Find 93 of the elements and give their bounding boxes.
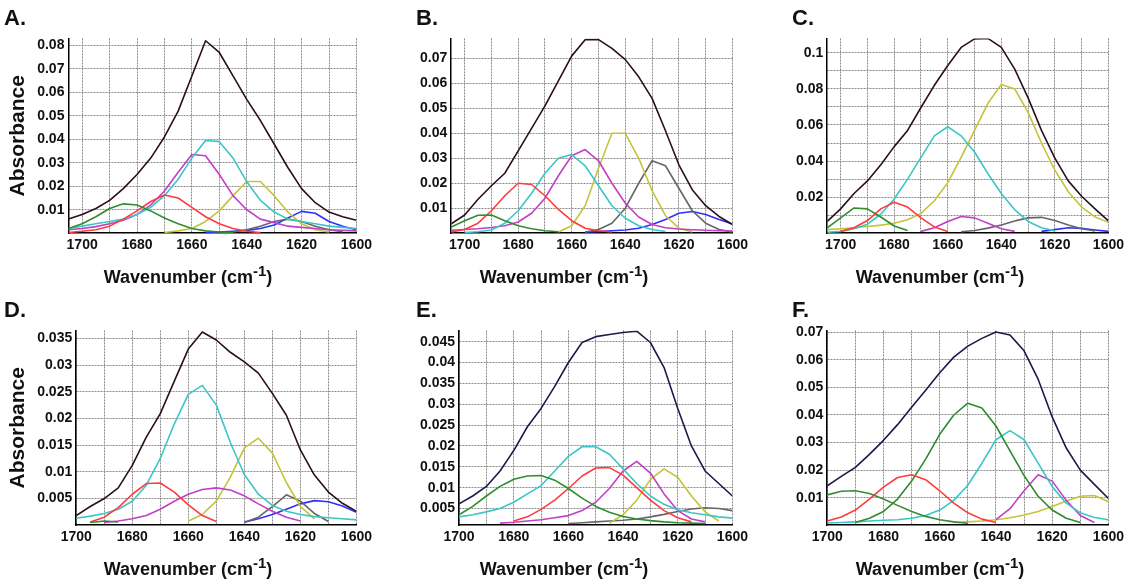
- y-tick-label: 0.08: [37, 36, 65, 53]
- chart-title: F.: [792, 297, 810, 323]
- y-tick-label: 0.05: [37, 106, 65, 123]
- y-tick-label: 0.07: [796, 323, 824, 340]
- y-tick-label: 0.025: [419, 415, 456, 432]
- y-tick-label: 0.1: [803, 43, 824, 60]
- x-tick-label: 1620: [662, 528, 694, 545]
- x-tick-label: 1680: [867, 528, 900, 545]
- x-tick-label: 1680: [121, 236, 153, 253]
- x-tick-label: 1620: [286, 236, 318, 253]
- x-tick-label: 1700: [449, 236, 481, 253]
- y-tick-label: 0.02: [796, 460, 824, 477]
- x-tick-label: 1680: [878, 236, 910, 253]
- x-tick-label: 1640: [228, 528, 261, 545]
- x-axis-title: Wavenumber (cm$^{-1}$): [854, 554, 1026, 580]
- y-tick-label: 0.04: [427, 353, 456, 370]
- x-tick-label: 1640: [980, 528, 1012, 545]
- x-axis-title: Wavenumber (cm$^{-1}$): [854, 262, 1026, 288]
- x-tick-label: 1600: [1092, 528, 1125, 545]
- y-tick-label: 0.06: [796, 115, 824, 132]
- chart-title: A.: [4, 5, 26, 31]
- x-tick-label: 1620: [663, 236, 695, 253]
- y-tick-label: 0.07: [37, 59, 65, 76]
- x-tick-label: 1680: [498, 528, 530, 545]
- x-axis-title: Wavenumber (cm$^{-1}$): [478, 262, 650, 288]
- y-tick-label: 0.07: [420, 49, 448, 66]
- y-tick-label: 0.05: [796, 378, 824, 395]
- y-tick-label: 0.05: [420, 99, 448, 116]
- y-tick-label: 0.08: [796, 79, 824, 96]
- x-tick-label: 1660: [924, 528, 956, 545]
- x-tick-label: 1700: [60, 528, 93, 545]
- y-tick-label: 0.02: [37, 177, 65, 194]
- x-tick-label: 1660: [932, 236, 964, 253]
- y-tick-label: 0.03: [420, 149, 448, 166]
- y-tick-label: 0.06: [37, 83, 65, 100]
- x-axis-title: Wavenumber (cm$^{-1}$): [478, 554, 650, 580]
- x-tick-label: 1620: [1036, 528, 1068, 545]
- y-tick-label: 0.03: [37, 153, 65, 170]
- x-tick-label: 1700: [811, 528, 844, 545]
- y-tick-label: 0.02: [44, 409, 73, 426]
- x-tick-label: 1600: [716, 528, 749, 545]
- y-tick-label: 0.005: [419, 499, 456, 516]
- y-tick-label: 0.04: [796, 405, 824, 422]
- y-tick-label: 0.03: [796, 433, 824, 450]
- chart-title: C.: [792, 5, 814, 31]
- y-tick-label: 0.01: [44, 462, 73, 479]
- x-tick-label: 1700: [825, 236, 857, 253]
- chart-title: B.: [416, 5, 438, 31]
- y-tick-label: 0.03: [44, 355, 73, 372]
- x-tick-label: 1680: [116, 528, 149, 545]
- x-tick-label: 1640: [231, 236, 263, 253]
- x-tick-label: 1600: [340, 528, 373, 545]
- y-tick-label: 0.005: [37, 489, 73, 506]
- y-tick-label: 0.015: [37, 436, 73, 452]
- y-tick-label: 0.01: [427, 478, 456, 495]
- x-tick-label: 1660: [172, 528, 205, 545]
- chart-title: D.: [4, 297, 26, 323]
- y-tick-label: 0.01: [420, 199, 448, 216]
- x-tick-label: 1640: [985, 236, 1018, 253]
- y-tick-label: 0.045: [419, 332, 456, 349]
- y-tick-label: 0.035: [419, 374, 456, 391]
- x-tick-label: 1680: [502, 236, 534, 253]
- y-tick-label: 0.04: [796, 151, 824, 168]
- y-tick-label: 0.04: [420, 124, 448, 141]
- x-axis-title: Wavenumber (cm$^{-1}$): [102, 262, 274, 288]
- x-tick-label: 1600: [1092, 236, 1125, 253]
- x-tick-label: 1640: [607, 528, 639, 545]
- y-axis-title: Absorbance: [5, 367, 29, 489]
- chart-title: E.: [416, 297, 437, 323]
- y-tick-label: 0.015: [419, 457, 456, 474]
- y-tick-label: 0.04: [37, 130, 65, 147]
- x-tick-label: 1640: [609, 236, 642, 253]
- y-tick-label: 0.03: [427, 395, 456, 412]
- x-tick-label: 1660: [556, 236, 588, 253]
- x-tick-label: 1660: [552, 528, 585, 545]
- y-tick-label: 0.02: [427, 436, 456, 453]
- y-tick-label: 0.035: [37, 329, 73, 346]
- y-tick-label: 0.02: [796, 187, 824, 204]
- x-tick-label: 1700: [66, 236, 98, 253]
- y-tick-label: 0.01: [37, 200, 65, 217]
- x-tick-label: 1600: [716, 236, 749, 253]
- y-tick-label: 0.02: [420, 174, 448, 191]
- y-tick-label: 0.025: [37, 382, 73, 399]
- x-tick-label: 1660: [176, 236, 208, 253]
- y-axis-title: Absorbance: [5, 75, 29, 197]
- x-tick-label: 1600: [340, 236, 373, 253]
- x-tick-label: 1620: [1039, 236, 1071, 253]
- x-tick-label: 1620: [284, 528, 317, 545]
- y-tick-label: 0.01: [796, 488, 824, 505]
- x-axis-title: Wavenumber (cm$^{-1}$): [102, 554, 274, 580]
- y-tick-label: 0.06: [420, 74, 448, 91]
- y-tick-label: 0.06: [796, 350, 824, 367]
- x-tick-label: 1700: [443, 528, 475, 545]
